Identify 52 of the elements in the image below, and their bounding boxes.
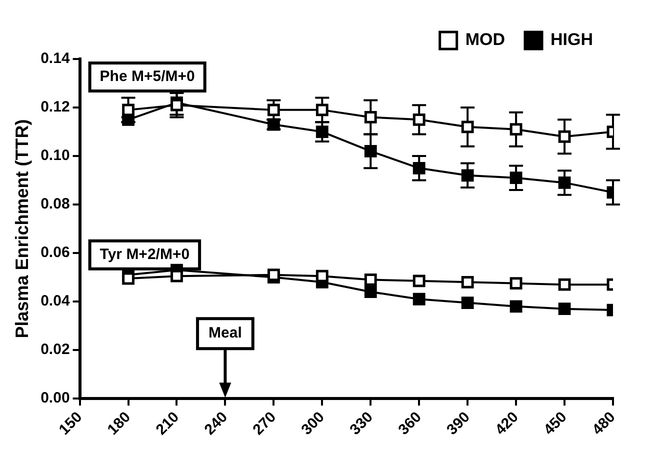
legend-label: HIGH [550,30,593,50]
point [461,169,474,182]
x-tick-label: 270 [250,408,280,438]
point [461,120,474,134]
x-tick-label: 150 [56,408,86,438]
y-tick-label: 0.06 [40,244,70,262]
point [412,274,426,288]
point [510,277,522,290]
point [122,272,134,285]
legend-label: MOD [465,30,506,50]
x-tick-label: 300 [298,408,328,438]
point [412,113,426,126]
x-tick-label: 240 [201,408,231,438]
point [412,162,426,174]
x-tick-label: 360 [395,408,425,438]
point [461,296,474,309]
y-tick-label: 0.12 [40,98,70,116]
point [316,104,328,116]
x-tick-label: 330 [346,408,376,438]
annotation: Phe M+5/M+0 [100,68,195,86]
y-tick-label: 0.14 [40,50,70,68]
point [558,130,571,143]
x-tick-label: 450 [540,408,570,438]
point [364,144,377,158]
y-axis-title: Plasma Enrichment (TTR) [12,119,32,338]
annotation: Tyr M+2/M+0 [100,246,190,264]
point [558,278,571,291]
x-tick-label: 180 [104,408,134,438]
y-tick-label: 0.10 [40,147,70,164]
point [558,302,571,316]
x-tick-label: 480 [589,408,619,438]
y-tick-label: 0.02 [40,341,70,358]
x-tick-label: 420 [492,408,522,438]
point [461,276,474,288]
y-tick-label: 0.00 [40,390,70,407]
point [364,111,377,124]
point [267,268,280,282]
point [364,286,377,298]
point [316,270,328,282]
point [364,274,377,286]
point [412,292,426,306]
x-tick-label: 390 [444,408,474,438]
point [558,176,571,189]
y-tick-label: 0.08 [40,196,70,213]
annotation: Meal [208,324,242,342]
point [170,98,183,112]
point [510,300,522,313]
x-tick-label: 210 [152,408,182,438]
y-tick-label: 0.04 [40,292,70,310]
point [510,123,522,136]
point [510,172,522,184]
point [122,104,134,116]
